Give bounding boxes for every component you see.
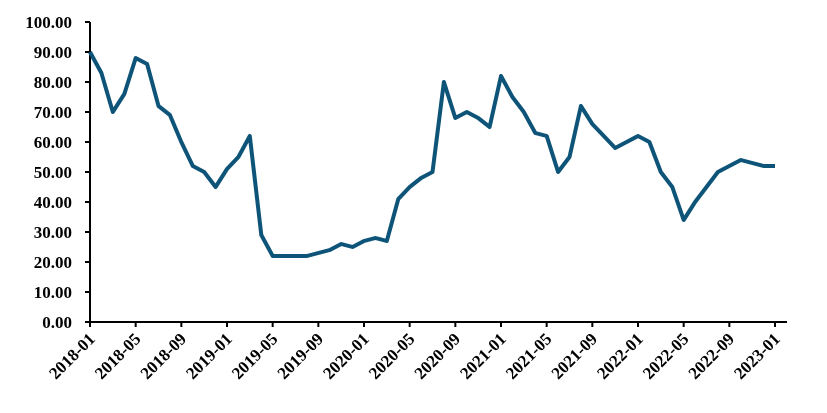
x-tick-label: 2019-09	[274, 329, 328, 383]
y-tick-label: 80.00	[34, 73, 72, 92]
x-tick-label: 2022-01	[593, 329, 647, 383]
x-tick-label: 2019-05	[228, 329, 282, 383]
x-tick-label: 2018-09	[137, 329, 191, 383]
x-tick-label: 2018-01	[45, 329, 99, 383]
y-tick-label: 70.00	[34, 103, 72, 122]
y-tick-label: 50.00	[34, 163, 72, 182]
x-tick-label: 2021-09	[548, 329, 602, 383]
y-tick-label: 100.00	[25, 13, 72, 32]
y-tick-label: 40.00	[34, 193, 72, 212]
x-tick-label: 2021-01	[456, 329, 510, 383]
x-tick-label: 2020-01	[319, 329, 373, 383]
x-tick-label: 2023-01	[730, 329, 784, 383]
y-tick-label: 0.00	[42, 313, 72, 332]
y-tick-label: 90.00	[34, 43, 72, 62]
data-line	[88, 51, 775, 258]
x-tick-label: 2021-05	[502, 329, 556, 383]
x-tick-label: 2020-05	[365, 329, 419, 383]
y-tick-label: 20.00	[34, 253, 72, 272]
x-tick-label: 2022-05	[639, 329, 693, 383]
x-tick-label: 2020-09	[411, 329, 465, 383]
x-tick-label: 2018-05	[91, 329, 145, 383]
y-tick-label: 10.00	[34, 283, 72, 302]
x-tick-label: 2019-01	[182, 329, 236, 383]
y-tick-label: 60.00	[34, 133, 72, 152]
y-tick-label: 30.00	[34, 223, 72, 242]
x-tick-label: 2022-09	[685, 329, 739, 383]
